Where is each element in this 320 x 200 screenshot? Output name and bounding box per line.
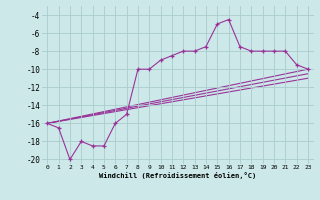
- X-axis label: Windchill (Refroidissement éolien,°C): Windchill (Refroidissement éolien,°C): [99, 172, 256, 179]
